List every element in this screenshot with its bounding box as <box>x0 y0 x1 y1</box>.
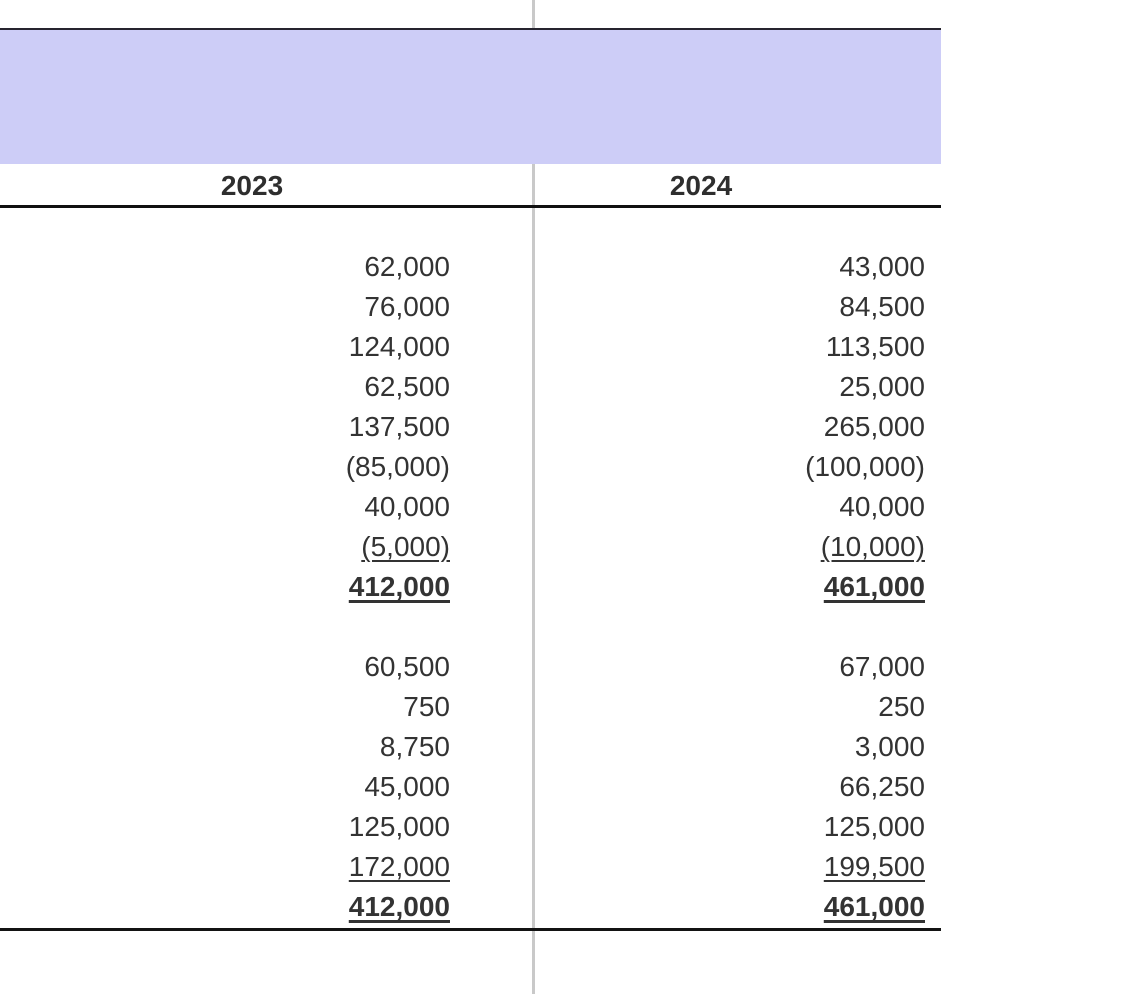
amount-cell: 67,000 <box>535 647 925 687</box>
amount-value: 137,500 <box>348 411 450 442</box>
column-header-2023: 2023 <box>220 170 284 201</box>
amount-value: 3,000 <box>854 731 925 762</box>
amount-cell: 43,000 <box>535 247 925 287</box>
top-border-line <box>0 27 941 31</box>
amount-value: 265,000 <box>823 411 925 442</box>
amount-value: 113,500 <box>825 331 925 362</box>
amount-cell: 62,000 <box>0 247 450 287</box>
amount-cell: 412,000 <box>0 567 450 607</box>
amount-cell: 125,000 <box>535 807 925 847</box>
amount-cell: (100,000) <box>535 447 925 487</box>
amount-value: 60,500 <box>364 651 450 682</box>
amount-cell: 62,500 <box>0 367 450 407</box>
amount-cell: 25,000 <box>535 367 925 407</box>
amount-cell: 113,500 <box>535 327 925 367</box>
amount-cell: 45,000 <box>0 767 450 807</box>
amount-value: 62,500 <box>364 371 450 402</box>
amount-cell: 125,000 <box>0 807 450 847</box>
amount-value: (10,000) <box>820 531 925 562</box>
amount-value: 125,000 <box>823 811 925 842</box>
amount-cell: 84,500 <box>535 287 925 327</box>
amount-cell: 250 <box>535 687 925 727</box>
amount-value: 76,000 <box>364 291 450 322</box>
amount-cell: 137,500 <box>0 407 450 447</box>
amount-value: 461,000 <box>823 891 925 922</box>
bottom-border-rule <box>0 928 941 931</box>
amount-value: 45,000 <box>364 771 450 802</box>
amount-value: 250 <box>878 691 925 722</box>
amount-cell: (5,000) <box>0 527 450 567</box>
amount-cell: 76,000 <box>0 287 450 327</box>
amount-value: 67,000 <box>839 651 925 682</box>
amount-cell: 66,250 <box>535 767 925 807</box>
amount-value: 40,000 <box>839 491 925 522</box>
amount-cell: 265,000 <box>535 407 925 447</box>
amount-value: 8,750 <box>379 731 450 762</box>
column-divider-line <box>532 0 535 994</box>
amount-value: 750 <box>403 691 450 722</box>
amounts-column-2024: 43,000 84,500 113,500 25,000 265,000 (100,000… <box>535 247 925 927</box>
amount-cell: 199,500 <box>535 847 925 887</box>
amount-value: (5,000) <box>361 531 450 562</box>
amount-cell: 461,000 <box>535 887 925 927</box>
amount-cell: (10,000) <box>535 527 925 567</box>
amount-cell: 40,000 <box>0 487 450 527</box>
amount-value: 461,000 <box>823 571 925 602</box>
amount-value: 25,000 <box>839 371 925 402</box>
amount-value: (85,000) <box>345 451 450 482</box>
amount-value: 62,000 <box>364 251 450 282</box>
header-underline-rule <box>0 204 941 208</box>
amount-cell: (85,000) <box>0 447 450 487</box>
amount-value: 412,000 <box>348 571 450 602</box>
amount-value: 43,000 <box>839 251 925 282</box>
amount-cell: 60,500 <box>0 647 450 687</box>
amount-value: 125,000 <box>348 811 450 842</box>
amount-value: 124,000 <box>348 331 450 362</box>
amount-cell: 40,000 <box>535 487 925 527</box>
title-band <box>0 30 941 165</box>
amount-cell: 124,000 <box>0 327 450 367</box>
amount-value: 40,000 <box>364 491 450 522</box>
amount-value: 172,000 <box>348 851 450 882</box>
amounts-column-2023: 62,000 76,000 124,000 62,500 137,500 (85,000)… <box>0 247 450 927</box>
amount-cell: 8,750 <box>0 727 450 767</box>
amount-value: 66,250 <box>839 771 925 802</box>
amount-cell: 461,000 <box>535 567 925 607</box>
column-header-2024: 2024 <box>669 170 733 201</box>
amount-cell: 3,000 <box>535 727 925 767</box>
amount-value: 412,000 <box>348 891 450 922</box>
amount-value: 199,500 <box>823 851 925 882</box>
amount-cell: 172,000 <box>0 847 450 887</box>
amount-value: 84,500 <box>839 291 925 322</box>
amount-cell: 750 <box>0 687 450 727</box>
amount-value: (100,000) <box>805 451 925 482</box>
amount-cell: 412,000 <box>0 887 450 927</box>
